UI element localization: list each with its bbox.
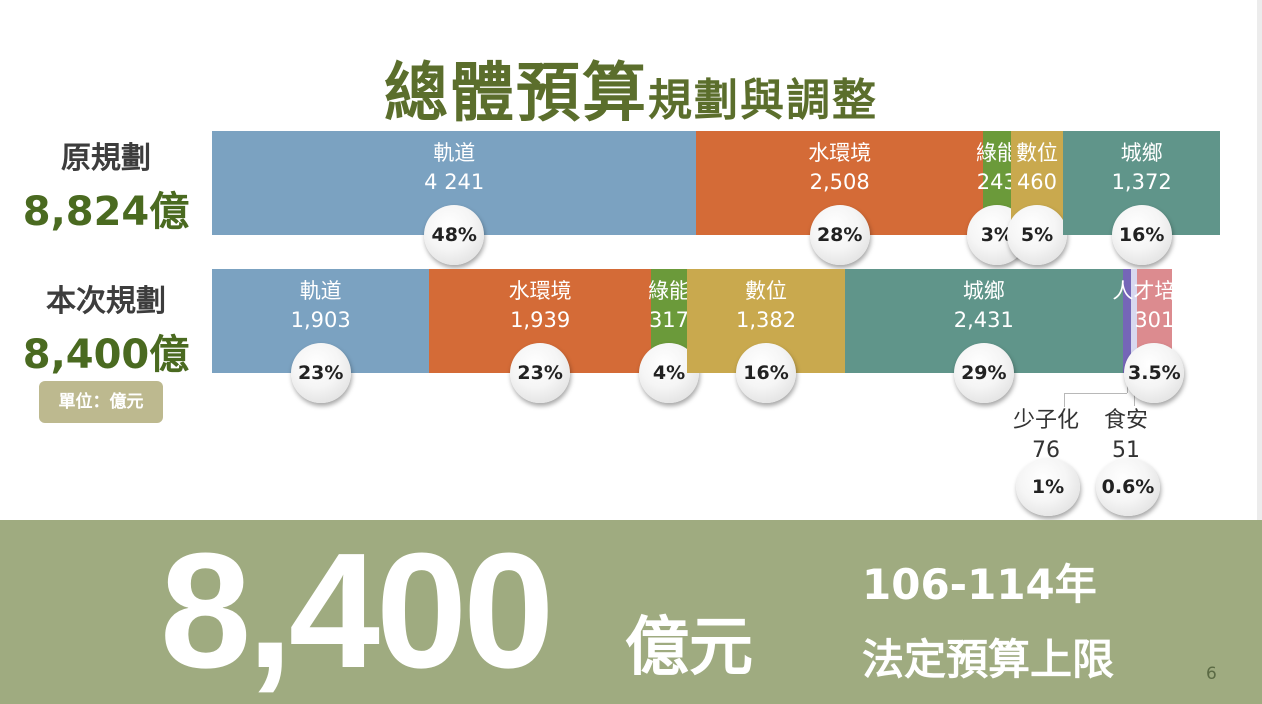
segment-value: 1,382 [735,308,797,332]
footer-band [0,520,1262,704]
footer-legal-label: 法定預算上限 [862,635,1115,684]
segment-name: 食安 [1103,408,1148,433]
percent-bubble: 0.6% [1096,458,1160,516]
percent-bubble: 48% [424,205,485,265]
segment-label: 城鄉 1,372 [1082,139,1202,197]
segment-value: 4 241 [424,170,485,194]
segment-name: 人才培育 [1112,279,1197,303]
slide-title: 總體預算規劃與調整 [0,42,1262,134]
segment-name: 水環境 [808,141,872,165]
segment-label: 數位 1,382 [706,277,826,335]
segment-value: 1,939 [510,308,571,332]
segment-value: 1,372 [1111,170,1172,194]
segment-value: 301 [1134,308,1175,332]
bar-segment [1131,269,1138,373]
segment-name: 綠能 [647,279,690,303]
segment-value: 2,431 [953,308,1014,332]
segment-label: 軌道 4 241 [394,139,514,197]
external-label: 食安 51 [1066,406,1186,466]
segment-value: 317 [648,308,690,332]
segment-name: 數位 [1015,141,1058,165]
percent-bubble: 16% [1111,205,1172,265]
percent-bubble: 5% [1006,205,1067,265]
segment-label: 綠能 317 [609,277,729,335]
segment-name: 水環境 [508,279,572,303]
segment-value: 1,903 [290,308,351,332]
title-sub: 規劃與調整 [648,75,878,126]
segment-name: 數位 [745,279,788,303]
footer-period: 106-114年 [862,560,1097,609]
row-total-current: 8,400億 [22,332,190,378]
bar-segment [1122,269,1132,373]
segment-name: 城鄉 [962,279,1005,303]
unit-badge: 單位：億元 [39,381,163,423]
percent-bubble: 1% [1016,458,1080,516]
segment-value: 243 [976,170,1017,194]
segment-label: 軌道 1,903 [261,277,381,335]
segment-label: 水環境 1,939 [480,277,600,335]
leader-line [1064,393,1127,394]
row-name-current: 本次規劃 [46,284,166,319]
footer-amount-unit: 億元 [625,611,753,685]
leader-line [1064,393,1065,407]
segment-name: 少子化 [1012,408,1079,433]
segment-label: 數位 460 [977,139,1097,197]
segment-name: 軌道 [299,279,342,303]
segment-name: 軌道 [433,141,476,165]
segment-value: 460 [1016,170,1058,194]
page-number: 6 [1206,664,1217,684]
percent-bubble: 23% [510,343,571,403]
segment-label: 城鄉 2,431 [924,277,1044,335]
slide-edge [1257,0,1262,704]
percent-bubble: 16% [736,343,797,403]
percent-bubble: 29% [953,343,1014,403]
percent-bubble: 28% [809,205,870,265]
row-label-current: 本次規劃 8,400億 [0,276,212,380]
segment-label: 水環境 2,508 [780,139,900,197]
footer-amount: 8,400 [160,519,554,702]
percent-bubble: 3.5% [1124,343,1185,403]
segment-value: 2,508 [809,170,870,194]
segment-label: 人才培育 301 [1094,277,1214,335]
row-total-original: 8,824億 [22,189,190,235]
row-label-original: 原規劃 8,824億 [0,133,212,237]
percent-bubble: 23% [290,343,351,403]
row-name-original: 原規劃 [61,141,151,176]
segment-name: 城鄉 [1120,141,1163,165]
title-main: 總體預算 [384,57,648,131]
